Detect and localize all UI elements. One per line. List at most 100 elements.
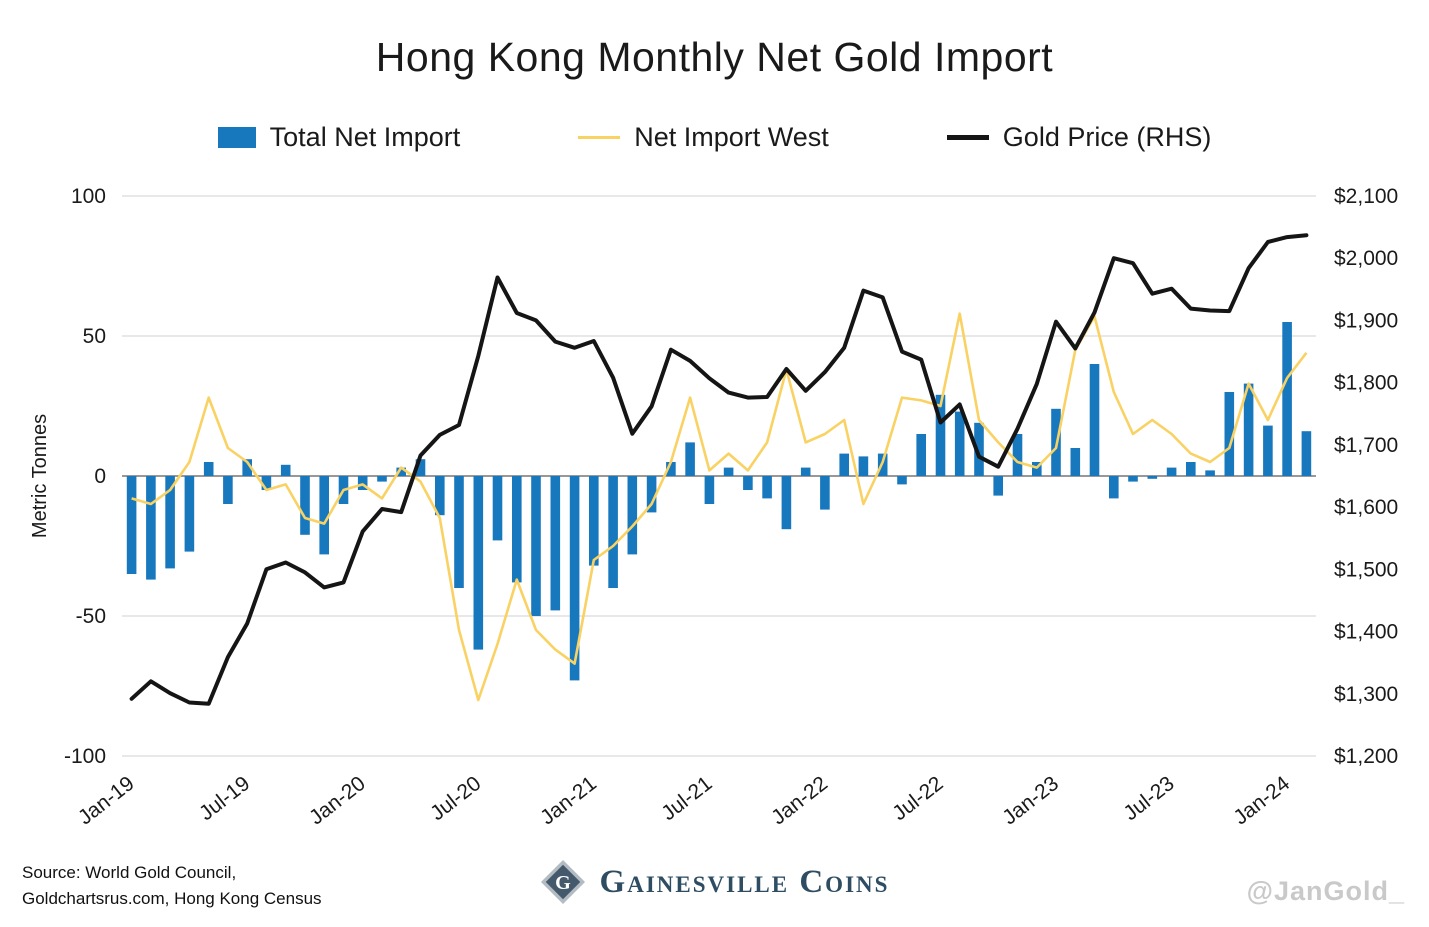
bar — [531, 476, 541, 616]
bar — [723, 467, 734, 476]
left-axis-tick-label: 100 — [71, 185, 106, 208]
source-line-2: Goldchartsrus.com, Hong Kong Census — [22, 888, 322, 908]
bar — [1089, 364, 1100, 476]
bar — [550, 476, 561, 611]
left-axis-tick-label: -50 — [76, 605, 106, 628]
left-axis-labels: 100 50 0 -50 -100 — [64, 185, 106, 768]
bar — [435, 476, 445, 516]
x-axis-tick-label: Jul-21 — [657, 772, 716, 825]
bar — [1205, 470, 1215, 476]
bar — [165, 476, 175, 569]
bar — [300, 476, 310, 535]
right-axis-tick-label: $1,600 — [1334, 496, 1398, 519]
bar — [396, 467, 406, 476]
bar — [1128, 476, 1138, 482]
bar — [1301, 431, 1312, 476]
x-axis-tick-label: Jan-20 — [305, 772, 370, 830]
bar — [415, 459, 426, 476]
bar — [1109, 476, 1119, 499]
right-axis-tick-label: $1,900 — [1334, 309, 1398, 332]
bar — [762, 476, 772, 499]
bar — [974, 422, 984, 476]
bar — [954, 411, 965, 476]
y-axis-title: Metric Tonnes — [29, 414, 51, 538]
bar — [916, 434, 926, 476]
legend-item-gold-price: Gold Price (RHS) — [946, 122, 1212, 153]
gainesville-coins-logo-icon: G — [540, 859, 585, 905]
legend-label-total-net-import: Total Net Import — [269, 122, 461, 152]
bar — [223, 476, 233, 504]
x-axis-tick-label: Jan-23 — [998, 772, 1063, 830]
right-axis-labels: $2,100 $2,000 $1,900 $1,800 $1,700 $1,600 $1,5… — [1334, 185, 1398, 768]
bar — [589, 476, 599, 566]
bar — [743, 476, 753, 490]
bar — [1224, 392, 1235, 476]
x-axis-tick-label: Jul-20 — [426, 772, 485, 825]
bar — [184, 476, 195, 552]
svg-text:G: G — [555, 872, 571, 894]
bar — [492, 476, 503, 541]
bar — [126, 476, 137, 574]
legend-label-gold-price: Gold Price (RHS) — [1002, 122, 1212, 152]
x-axis-labels: Jan-19 Jul-19 Jan-20 Jul-20 Jan-21 Jul-21 Jan-… — [74, 772, 1295, 830]
bar — [993, 476, 1003, 496]
bar — [685, 442, 695, 476]
bar — [1147, 476, 1158, 479]
bar — [1186, 462, 1196, 476]
x-axis-tick-label: Jul-23 — [1119, 772, 1178, 825]
bar — [512, 476, 522, 583]
chart-title: Hong Kong Monthly Net Gold Import — [375, 34, 1054, 80]
left-axis-tick-label: -100 — [64, 745, 106, 768]
x-axis-tick-label: Jan-21 — [536, 772, 601, 830]
legend: Total Net Import Net Import West Gold Pr… — [0, 122, 1429, 153]
bar — [1012, 434, 1023, 476]
bar — [1282, 322, 1292, 476]
bar — [839, 453, 849, 476]
bar — [627, 476, 638, 555]
source-line-1: Source: World Gold Council, — [22, 863, 237, 882]
bar — [203, 462, 214, 476]
bar — [608, 476, 618, 588]
right-axis-tick-label: $1,700 — [1334, 434, 1398, 457]
bar — [242, 459, 252, 476]
bar — [820, 476, 830, 510]
bar — [569, 476, 580, 681]
legend-item-net-import-west: Net Import West — [578, 122, 829, 153]
bar — [858, 456, 869, 476]
x-axis-tick-label: Jan-19 — [74, 772, 139, 830]
x-axis-tick-label: Jul-22 — [888, 772, 947, 825]
watermark: @JanGold_ — [1246, 876, 1405, 906]
bar — [1263, 425, 1273, 476]
legend-item-total-net-import: Total Net Import — [217, 122, 461, 153]
bar — [319, 476, 329, 555]
bar — [377, 476, 387, 482]
gold-price-line — [129, 233, 1309, 706]
right-axis-tick-label: $2,000 — [1334, 247, 1398, 270]
brand-logo: G Gainesville Coins — [0, 859, 1429, 905]
legend-black-line-swatch-icon — [946, 135, 989, 140]
bar — [454, 476, 464, 588]
bar — [1070, 448, 1081, 476]
legend-label-net-import-west: Net Import West — [634, 122, 829, 152]
bar — [280, 464, 291, 476]
x-axis-tick-label: Jul-19 — [195, 772, 254, 825]
right-axis-tick-label: $1,200 — [1334, 745, 1398, 768]
bar — [1243, 383, 1254, 476]
total-net-import-bars — [126, 322, 1312, 681]
bar — [897, 476, 907, 485]
bar — [666, 462, 676, 476]
bar — [1032, 462, 1042, 476]
bar — [646, 476, 657, 513]
right-axis-tick-label: $2,100 — [1334, 185, 1398, 208]
left-axis-tick-label: 0 — [94, 465, 106, 488]
bar — [800, 467, 811, 476]
bar — [935, 394, 946, 476]
source-note: Source: World Gold Council, Goldchartsru… — [22, 860, 322, 911]
right-axis-tick-label: $1,300 — [1334, 683, 1398, 706]
left-axis-tick-label: 50 — [83, 325, 106, 348]
brand-name: Gainesville Coins — [599, 863, 890, 900]
right-axis-tick-label: $1,800 — [1334, 372, 1398, 395]
x-axis-tick-label: Jan-22 — [767, 772, 832, 830]
